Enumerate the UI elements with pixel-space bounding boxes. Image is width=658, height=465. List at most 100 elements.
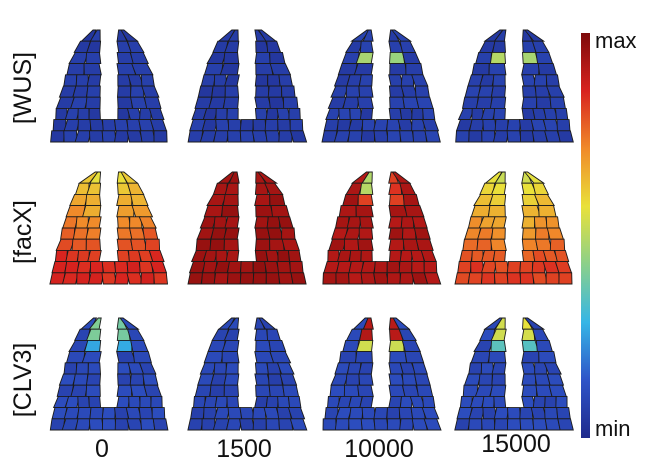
- cell: [89, 130, 104, 143]
- cell: [225, 418, 243, 431]
- cell: [223, 373, 240, 386]
- cell: [521, 362, 538, 375]
- cell: [227, 119, 242, 132]
- cell: [492, 74, 506, 87]
- cell: [345, 373, 360, 386]
- cell: [386, 418, 401, 431]
- cell: [359, 395, 374, 409]
- cell: [208, 96, 227, 109]
- cell: [388, 216, 403, 229]
- cell: [264, 261, 280, 274]
- cell: [343, 384, 360, 397]
- cell: [85, 238, 101, 251]
- cell: [268, 384, 286, 397]
- cell: [81, 351, 102, 364]
- cell: [209, 384, 225, 397]
- cell: [72, 227, 89, 240]
- cell: [277, 272, 294, 285]
- cell: [399, 107, 414, 121]
- cell: [89, 119, 105, 132]
- cell: [491, 362, 507, 375]
- tissue-panel: [454, 317, 574, 431]
- cell: [265, 418, 280, 431]
- cell: [491, 373, 506, 386]
- cell: [532, 418, 548, 431]
- cell: [388, 373, 405, 386]
- cell: [330, 85, 349, 98]
- tissue-panel: [187, 171, 307, 285]
- cell: [399, 182, 417, 195]
- cell: [373, 272, 390, 285]
- cell: [252, 272, 267, 285]
- cell: [277, 249, 290, 263]
- cell: [473, 339, 495, 353]
- cell: [360, 249, 373, 263]
- cell: [77, 107, 90, 121]
- cell: [256, 171, 279, 184]
- cell: [521, 373, 537, 386]
- cell: [71, 238, 87, 251]
- cell: [521, 384, 538, 397]
- cell: [142, 373, 159, 386]
- cell: [89, 261, 104, 274]
- cell: [210, 373, 227, 386]
- cell: [126, 261, 142, 274]
- cell: [421, 407, 440, 420]
- cell: [480, 107, 496, 121]
- cell: [493, 395, 507, 409]
- cell: [65, 351, 86, 364]
- tissue-panel: [49, 317, 169, 431]
- cell: [470, 205, 491, 218]
- cell: [72, 85, 89, 98]
- cell: [62, 216, 79, 229]
- cell: [336, 119, 351, 132]
- cell: [323, 119, 340, 132]
- cell: [519, 418, 535, 431]
- tissue-panel: [187, 29, 308, 143]
- cell: [254, 216, 269, 229]
- cell: [214, 395, 229, 409]
- cell: [488, 63, 507, 76]
- cell: [88, 107, 101, 121]
- cell: [488, 351, 507, 364]
- cell: [66, 63, 85, 76]
- cell: [461, 96, 479, 109]
- cell: [347, 130, 363, 143]
- cell: [223, 227, 240, 240]
- cell: [63, 362, 77, 375]
- cell: [72, 373, 89, 386]
- cell: [359, 216, 374, 229]
- cell: [226, 107, 239, 121]
- cell: [359, 107, 374, 121]
- cell: [535, 238, 553, 251]
- cell: [255, 384, 271, 397]
- cell: [519, 130, 535, 143]
- cell: [373, 407, 389, 420]
- cell: [88, 418, 104, 431]
- cell: [399, 272, 414, 285]
- cell: [521, 205, 542, 218]
- cell: [421, 119, 440, 132]
- cell: [215, 107, 228, 121]
- tissue-panel: [50, 29, 168, 143]
- cell: [148, 249, 165, 263]
- colorbar: max min: [581, 28, 637, 441]
- cell: [116, 339, 133, 353]
- cell: [289, 119, 304, 132]
- cell: [277, 395, 291, 409]
- cell: [454, 418, 471, 431]
- cell: [348, 249, 362, 263]
- cell: [353, 63, 374, 76]
- cell: [126, 40, 145, 53]
- cell: [477, 85, 494, 98]
- cell: [362, 317, 374, 330]
- cell: [228, 171, 240, 184]
- cell: [348, 407, 364, 420]
- cell: [226, 261, 243, 274]
- cell: [523, 29, 546, 42]
- cell: [507, 407, 522, 420]
- cell: [521, 351, 540, 364]
- cell: [358, 227, 374, 240]
- cell: [543, 362, 562, 375]
- cell: [413, 227, 431, 240]
